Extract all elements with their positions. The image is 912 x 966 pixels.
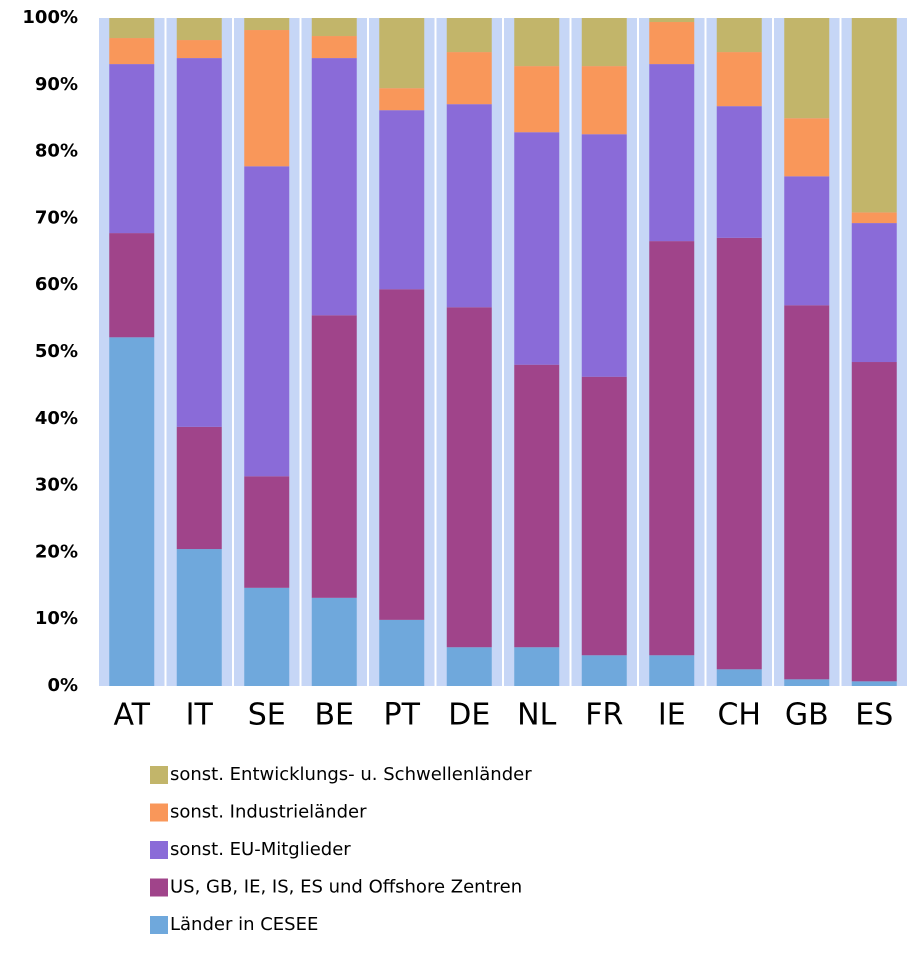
x-tick-label: AT: [113, 698, 150, 733]
x-tick-label: DE: [448, 698, 490, 733]
bar-segment: [244, 476, 290, 588]
bar-segment: [851, 681, 897, 686]
y-tick-label: 0%: [47, 675, 78, 696]
bar-segment: [446, 52, 492, 105]
bar-segment: [514, 66, 560, 133]
bar-segment: [446, 307, 492, 648]
bar-segment: [446, 647, 492, 686]
bar-segment: [109, 64, 155, 234]
bar-segment: [109, 337, 155, 686]
bar-segment: [784, 18, 830, 119]
legend-swatch: [150, 841, 168, 859]
x-tick-label: GB: [785, 698, 829, 733]
bar-segment: [514, 364, 560, 648]
bar-segment: [784, 176, 830, 306]
bar-segment: [446, 104, 492, 308]
y-tick-label: 60%: [35, 274, 78, 295]
bar-segment: [311, 58, 357, 316]
legend-swatch: [150, 878, 168, 897]
x-tick-label: IE: [658, 698, 686, 733]
bar-segment: [851, 212, 897, 224]
x-tick-label: CH: [717, 698, 761, 733]
legend-swatch: [150, 766, 168, 784]
bar-segment: [379, 289, 425, 620]
legend-label: sonst. Entwicklungs- u. Schwellenländer: [170, 764, 532, 785]
bar-segment: [379, 619, 425, 686]
y-tick-label: 90%: [35, 74, 78, 95]
y-tick-label: 50%: [35, 341, 78, 362]
bar-segment: [716, 106, 762, 238]
bar-segment: [176, 426, 222, 550]
y-tick-label: 70%: [35, 207, 78, 228]
bar-segment: [244, 30, 290, 167]
bar-segment: [581, 134, 627, 377]
bar-segment: [514, 647, 560, 686]
bar-segment: [311, 315, 357, 598]
bar-segment: [109, 18, 155, 39]
bar-segment: [311, 18, 357, 37]
bar-segment: [649, 655, 695, 686]
bar-segment: [244, 587, 290, 686]
x-tick-label: NL: [517, 698, 556, 733]
bar-segment: [649, 22, 695, 65]
x-tick-label: FR: [585, 698, 623, 733]
bar-segment: [784, 679, 830, 686]
x-tick-label: IT: [186, 698, 214, 733]
bar-segment: [649, 18, 695, 23]
bar-segment: [244, 166, 290, 477]
bar-segment: [514, 18, 560, 67]
x-tick-label: PT: [384, 698, 421, 733]
y-tick-label: 100%: [22, 7, 78, 28]
y-tick-label: 20%: [35, 541, 78, 562]
bar-segment: [176, 58, 222, 427]
x-tick-label: ES: [855, 698, 893, 733]
bar-segment: [716, 18, 762, 53]
bar-segment: [851, 223, 897, 363]
bar-segment: [311, 597, 357, 686]
bar-segment: [716, 52, 762, 107]
bar-segment: [379, 110, 425, 290]
legend-label: Länder in CESEE: [170, 914, 318, 935]
bar-segment: [851, 362, 897, 682]
bar-segment: [379, 18, 425, 89]
bar-segment: [851, 18, 897, 213]
legend-label: US, GB, IE, IS, ES und Offshore Zentren: [170, 877, 522, 898]
bar-segment: [581, 66, 627, 135]
y-tick-label: 30%: [35, 475, 78, 496]
bar-segment: [109, 233, 155, 338]
bar-segment: [244, 18, 290, 31]
y-tick-label: 80%: [35, 141, 78, 162]
y-tick-label: 40%: [35, 408, 78, 429]
legend-label: sonst. EU-Mitglieder: [170, 839, 351, 860]
y-tick-label: 10%: [35, 608, 78, 629]
legend-swatch: [150, 916, 168, 934]
bar-segment: [446, 18, 492, 53]
bar-segment: [784, 305, 830, 680]
bar-segment: [109, 38, 155, 65]
bar-segment: [176, 549, 222, 686]
bar-segment: [716, 237, 762, 670]
bar-segment: [379, 88, 425, 111]
x-tick-label: BE: [314, 698, 354, 733]
bar-segment: [176, 40, 222, 59]
legend-swatch: [150, 803, 168, 822]
x-tick-label: SE: [248, 698, 286, 733]
bar-segment: [176, 18, 222, 41]
bar-segment: [649, 64, 695, 242]
bar-segment: [311, 36, 357, 59]
bar-segment: [716, 669, 762, 686]
bar-segment: [581, 655, 627, 686]
bar-segment: [581, 376, 627, 656]
legend-label: sonst. Industrieländer: [170, 802, 367, 823]
bar-segment: [514, 132, 560, 365]
bar-segment: [784, 118, 830, 177]
bar-segment: [581, 18, 627, 67]
bar-segment: [649, 241, 695, 656]
